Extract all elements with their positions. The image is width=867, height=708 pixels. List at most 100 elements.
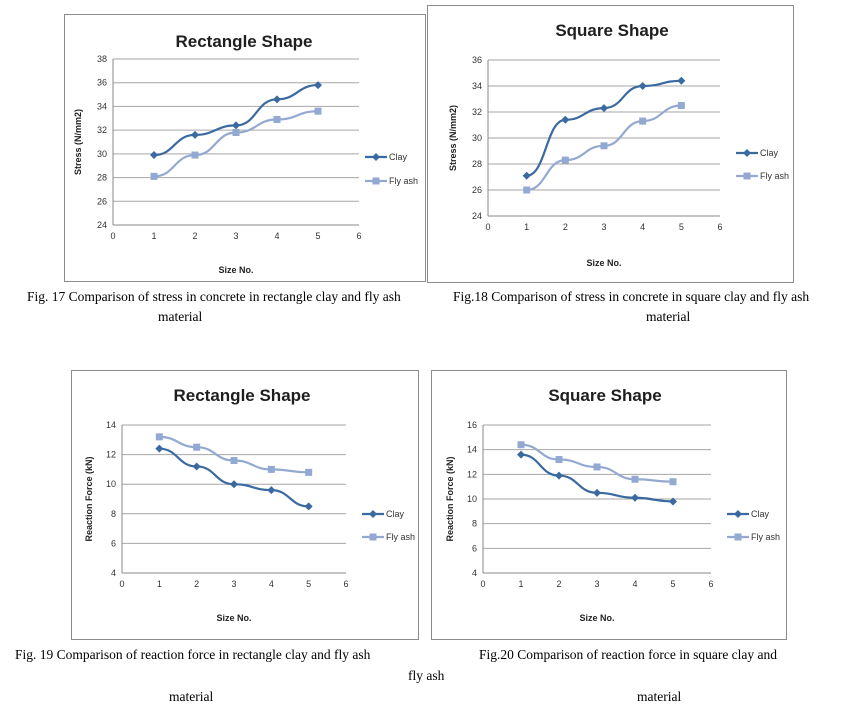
x-tick-label: 1 bbox=[157, 579, 162, 589]
data-point-clay bbox=[631, 493, 639, 502]
data-point-clay bbox=[669, 497, 677, 506]
x-tick-label: 5 bbox=[306, 579, 311, 589]
legend-marker bbox=[369, 510, 377, 518]
data-point-flyash bbox=[517, 441, 525, 449]
legend-marker bbox=[372, 153, 380, 161]
y-tick-label: 24 bbox=[472, 211, 482, 221]
data-point-flyash bbox=[193, 443, 201, 451]
y-tick-label: 4 bbox=[111, 568, 116, 578]
series-line-flyash bbox=[520, 443, 674, 483]
data-point-flyash bbox=[314, 107, 322, 115]
x-tick-label: 4 bbox=[632, 579, 637, 589]
data-point-clay bbox=[230, 480, 238, 489]
y-tick-label: 6 bbox=[472, 543, 477, 553]
y-tick-label: 32 bbox=[97, 125, 107, 135]
x-tick-label: 3 bbox=[231, 579, 236, 589]
chart-panel-fig19: Rectangle Shape 4 6 8 10 12 14 0 1 2 3 4 5 6 Size No. R… bbox=[71, 370, 419, 640]
y-tick-label: 8 bbox=[111, 509, 116, 519]
caption-fig19-line3: material bbox=[169, 689, 214, 704]
y-tick-label: 8 bbox=[472, 519, 477, 529]
data-point-clay bbox=[192, 462, 201, 471]
data-point-flyash bbox=[669, 478, 677, 486]
y-tick-label: 10 bbox=[467, 494, 477, 504]
y-tick-label: 24 bbox=[97, 220, 107, 230]
x-axis-label: Size No. bbox=[218, 265, 253, 275]
data-point-flyash bbox=[267, 465, 275, 473]
data-point-flyash bbox=[191, 151, 199, 159]
y-tick-label: 34 bbox=[472, 81, 482, 91]
data-point-clay bbox=[314, 81, 322, 90]
series-line-clay bbox=[153, 83, 319, 157]
data-point-flyash bbox=[677, 102, 685, 109]
data-point-flyash bbox=[639, 117, 647, 125]
chart-title: Square Shape bbox=[548, 386, 661, 405]
x-tick-label: 0 bbox=[110, 231, 115, 241]
y-tick-label: 12 bbox=[106, 450, 116, 460]
data-point-flyash bbox=[232, 129, 240, 137]
legend-marker bbox=[734, 510, 742, 518]
x-tick-label: 4 bbox=[640, 222, 645, 232]
caption-fig19-line2: fly ash bbox=[408, 668, 445, 683]
y-tick-label: 38 bbox=[97, 54, 107, 64]
y-tick-label: 36 bbox=[97, 78, 107, 88]
caption-fig19-line1: Fig. 19 Comparison of reaction force in … bbox=[15, 647, 371, 662]
x-tick-label: 4 bbox=[274, 231, 279, 241]
data-point-clay bbox=[517, 450, 525, 459]
legend-label: Fly ash bbox=[760, 171, 789, 181]
data-point-clay bbox=[273, 95, 281, 104]
data-point-clay bbox=[150, 151, 158, 160]
y-tick-label: 12 bbox=[467, 469, 477, 479]
data-point-clay bbox=[593, 488, 601, 497]
x-tick-label: 3 bbox=[233, 231, 238, 241]
legend-label: Clay bbox=[760, 148, 779, 158]
chart-panel-fig17: Rectangle Shape 24 26 28 30 32 34 36 38 0 1 2 3 4 5 6 Si… bbox=[64, 14, 426, 282]
y-tick-label: 36 bbox=[472, 55, 482, 65]
chart-title: Rectangle Shape bbox=[176, 32, 313, 51]
y-tick-label: 32 bbox=[472, 107, 482, 117]
y-axis-label: Reaction Force (kN) bbox=[84, 456, 94, 541]
x-axis-label: Size No. bbox=[579, 613, 614, 623]
chart-panel-fig20: Square Shape 4 6 8 10 12 14 16 0 1 2 3 4 5 6 Size No. Re… bbox=[431, 370, 787, 640]
chart-title: Square Shape bbox=[555, 21, 668, 40]
y-tick-label: 30 bbox=[97, 149, 107, 159]
data-point-clay bbox=[155, 444, 164, 453]
data-point-flyash bbox=[600, 142, 608, 150]
data-point-clay bbox=[304, 502, 313, 511]
x-tick-label: 1 bbox=[518, 579, 523, 589]
data-point-clay bbox=[561, 115, 570, 124]
data-point-clay bbox=[232, 121, 240, 130]
caption-fig18-line1: Fig.18 Comparison of stress in concrete … bbox=[453, 289, 810, 304]
data-point-flyash bbox=[305, 468, 313, 476]
x-tick-label: 1 bbox=[524, 222, 529, 232]
x-tick-label: 2 bbox=[192, 231, 197, 241]
y-axis-label: Stress (N/mm2) bbox=[448, 105, 458, 171]
data-point-clay bbox=[638, 82, 647, 90]
x-tick-label: 6 bbox=[708, 579, 713, 589]
data-point-clay bbox=[191, 130, 199, 139]
x-tick-label: 2 bbox=[556, 579, 561, 589]
legend-label: Fly ash bbox=[751, 532, 780, 542]
legend-marker bbox=[372, 177, 380, 185]
x-tick-label: 0 bbox=[485, 222, 490, 232]
caption-fig18-line2: material bbox=[646, 309, 691, 324]
caption-fig17-line2: material bbox=[158, 309, 203, 324]
data-point-flyash bbox=[555, 456, 563, 464]
y-tick-label: 30 bbox=[472, 133, 482, 143]
chart-title: Rectangle Shape bbox=[174, 386, 311, 405]
x-axis-label: Size No. bbox=[216, 613, 251, 623]
data-point-flyash bbox=[155, 433, 163, 441]
x-tick-label: 3 bbox=[594, 579, 599, 589]
data-point-flyash bbox=[230, 457, 238, 465]
series-line-clay bbox=[526, 79, 682, 177]
x-axis-label: Size No. bbox=[586, 258, 621, 268]
y-tick-label: 16 bbox=[467, 420, 477, 430]
x-tick-label: 1 bbox=[151, 231, 156, 241]
y-tick-label: 34 bbox=[97, 101, 107, 111]
legend-label: Clay bbox=[389, 152, 408, 162]
x-tick-label: 6 bbox=[356, 231, 361, 241]
data-point-clay bbox=[555, 471, 563, 480]
x-tick-label: 5 bbox=[670, 579, 675, 589]
